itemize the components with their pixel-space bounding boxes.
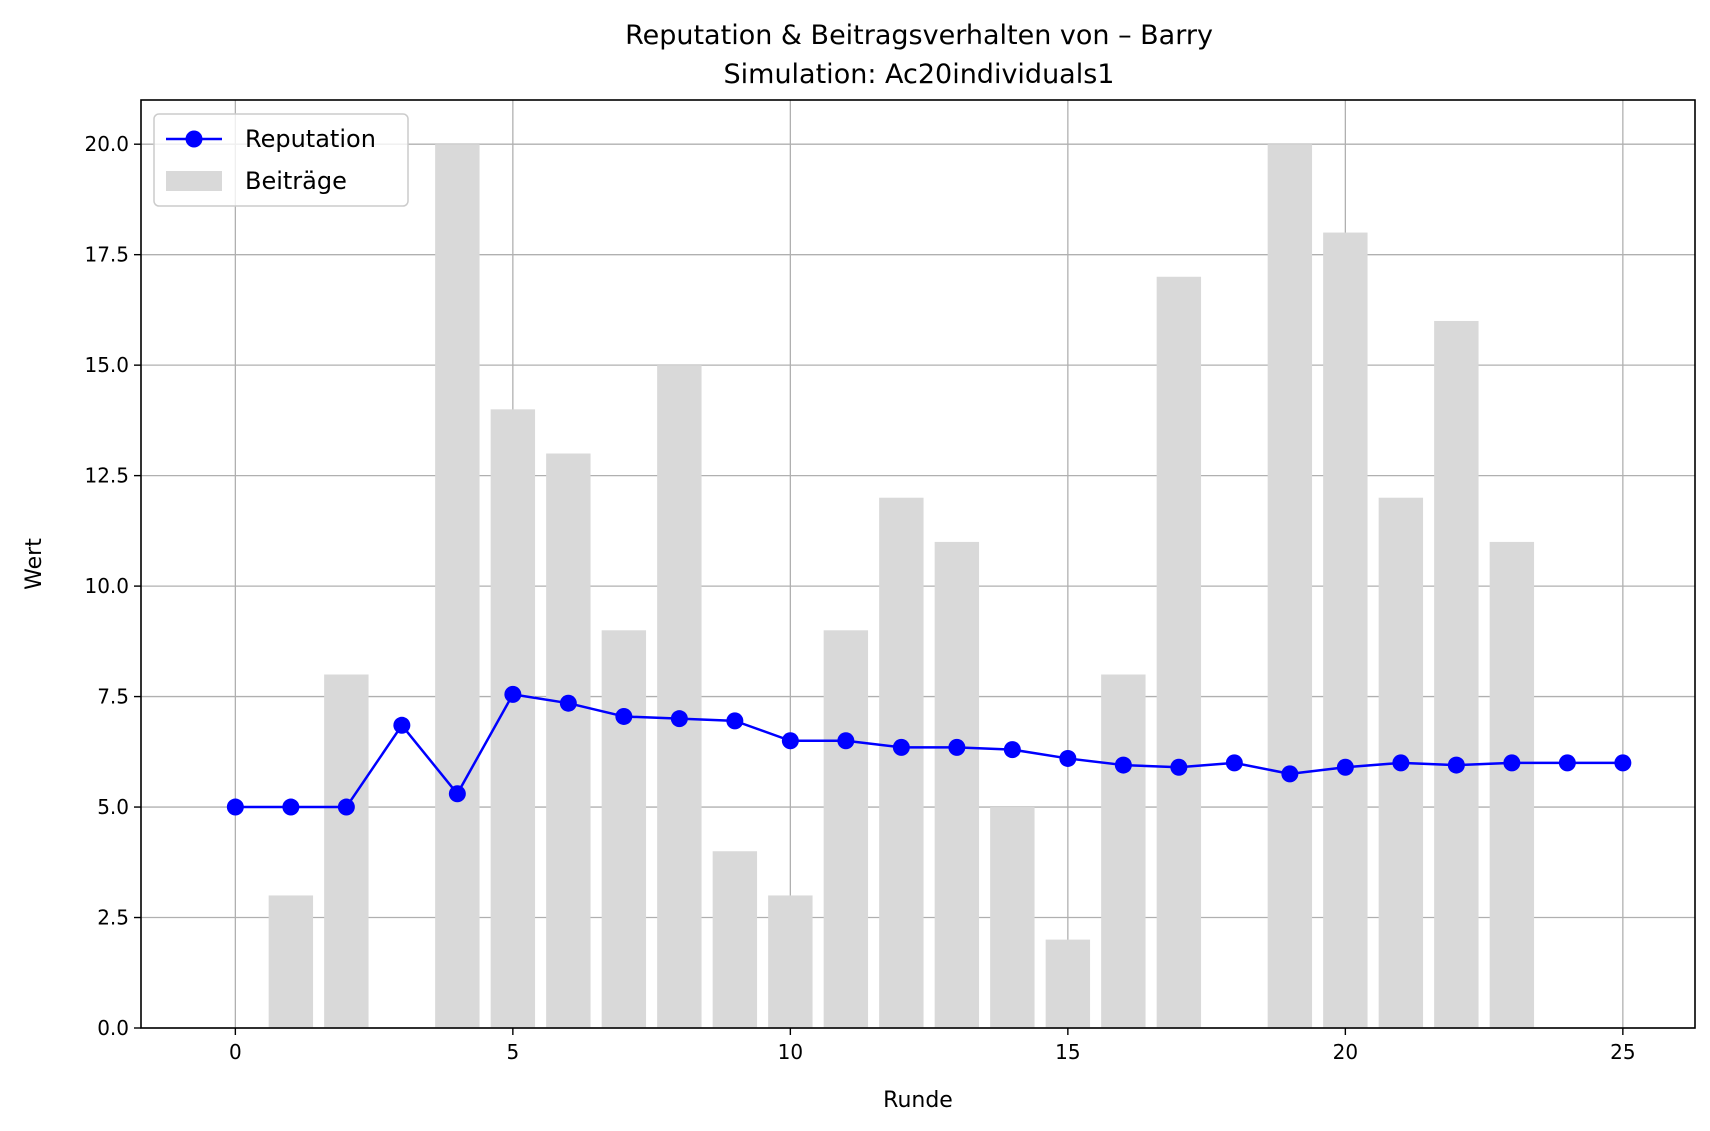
reputation-point — [1059, 749, 1077, 767]
legend: Reputation Beiträge — [153, 113, 409, 207]
reputation-point — [1114, 756, 1132, 774]
reputation-point — [892, 738, 910, 756]
legend-label-beitraege: Beiträge — [245, 167, 347, 195]
bar — [712, 851, 758, 1028]
reputation-point — [781, 732, 799, 750]
x-tick-label: 10 — [778, 1040, 803, 1064]
x-tick-label: 0 — [229, 1040, 242, 1064]
bar — [1101, 674, 1146, 1028]
reputation-point — [837, 732, 855, 750]
reputation-point — [559, 694, 577, 712]
y-axis: 0.0 2.5 5.0 7.5 10.0 12.5 15.0 17.5 20.0 — [84, 132, 141, 1040]
reputation-point — [393, 716, 411, 734]
y-axis-label: Wert — [22, 538, 47, 590]
y-tick-label: 7.5 — [97, 685, 129, 709]
bar — [490, 409, 536, 1028]
legend-reputation-marker — [185, 130, 203, 148]
bar — [546, 453, 591, 1028]
bar — [1045, 939, 1091, 1028]
plot-frame — [140, 99, 1696, 1029]
reputation-point — [1336, 758, 1354, 776]
bar — [268, 895, 314, 1028]
bar — [1267, 144, 1313, 1028]
bar — [601, 630, 647, 1028]
reputation-point — [1503, 754, 1521, 772]
reputation-point — [448, 785, 466, 803]
line-series-reputation — [226, 685, 1632, 816]
y-tick-label: 20.0 — [84, 132, 129, 156]
reputation-point — [1392, 754, 1410, 772]
reputation-point — [504, 685, 522, 703]
reputation-point — [226, 798, 244, 816]
bar — [435, 144, 480, 1028]
reputation-point — [1281, 765, 1299, 783]
x-axis: 0 5 10 15 20 25 — [229, 1028, 1636, 1064]
x-tick-label: 15 — [1055, 1040, 1080, 1064]
reputation-point — [1447, 756, 1465, 774]
x-tick-label: 5 — [506, 1040, 519, 1064]
bar — [324, 674, 369, 1028]
reputation-point — [1558, 754, 1576, 772]
y-tick-label: 2.5 — [97, 906, 129, 930]
chart-title: Reputation & Beitragsverhalten von – Bar… — [625, 20, 1213, 51]
x-tick-label: 20 — [1333, 1040, 1358, 1064]
reputation-point — [1614, 754, 1632, 772]
x-tick-label: 25 — [1610, 1040, 1635, 1064]
reputation-point — [1170, 758, 1188, 776]
reputation-point — [726, 712, 744, 730]
reputation-point — [948, 738, 966, 756]
y-tick-label: 12.5 — [84, 464, 129, 488]
y-tick-label: 17.5 — [84, 243, 129, 267]
reputation-point — [282, 798, 300, 816]
legend-beitraege-swatch — [166, 171, 222, 191]
bar — [823, 630, 869, 1028]
y-tick-label: 15.0 — [84, 353, 129, 377]
bar — [1489, 541, 1535, 1028]
bar — [657, 365, 702, 1029]
reputation-point — [1225, 754, 1243, 772]
chart-subtitle: Simulation: Ac20individuals1 — [724, 59, 1115, 90]
y-tick-label: 0.0 — [97, 1016, 129, 1040]
bar — [768, 895, 813, 1028]
legend-label-reputation: Reputation — [245, 125, 376, 153]
reputation-point — [670, 710, 688, 728]
y-tick-label: 10.0 — [84, 574, 129, 598]
reputation-point — [615, 707, 633, 725]
y-tick-label: 5.0 — [97, 795, 129, 819]
bar — [1156, 276, 1202, 1028]
x-axis-label: Runde — [883, 1088, 953, 1113]
bar — [1434, 320, 1479, 1028]
reputation-line — [235, 693, 1623, 809]
bar — [990, 807, 1035, 1028]
bar — [879, 497, 924, 1028]
reputation-point — [337, 798, 355, 816]
reputation-point — [1003, 741, 1021, 759]
bar — [1323, 232, 1368, 1029]
bar — [934, 541, 980, 1028]
